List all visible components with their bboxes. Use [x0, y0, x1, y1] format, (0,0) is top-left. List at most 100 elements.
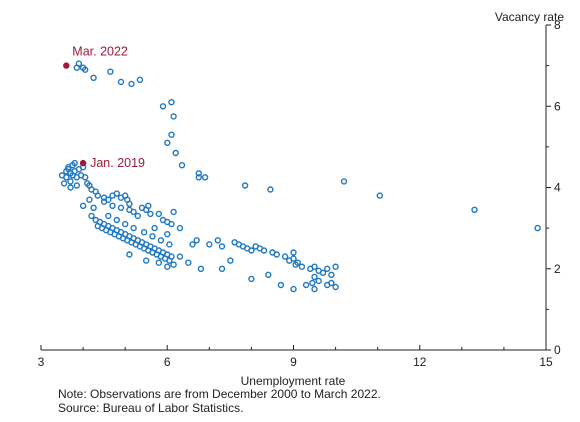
data-point: [315, 277, 322, 285]
data-point: [302, 281, 310, 289]
data-point: [90, 204, 97, 212]
data-point: [100, 198, 108, 205]
highlight-label: Mar. 2022: [72, 45, 128, 59]
data-point: [328, 279, 335, 287]
data-point: [155, 259, 163, 266]
data-point: [534, 224, 541, 232]
data-point: [273, 251, 280, 258]
data-point: [195, 170, 203, 177]
data-point: [311, 263, 318, 270]
data-point: [79, 202, 87, 210]
x-tick-label: 6: [164, 355, 171, 369]
data-point: [311, 273, 318, 281]
highlight-point: [63, 62, 70, 69]
data-point: [178, 161, 186, 169]
data-point: [189, 241, 196, 248]
data-point: [319, 269, 327, 276]
data-point: [113, 216, 121, 224]
data-point: [117, 78, 125, 86]
x-tick-label: 9: [290, 355, 297, 369]
data-point: [134, 212, 142, 220]
data-point: [121, 220, 129, 228]
data-point: [168, 220, 175, 228]
data-point: [218, 243, 226, 250]
data-point: [81, 66, 89, 73]
data-point: [294, 259, 301, 266]
data-point: [140, 228, 148, 236]
data-point: [332, 263, 339, 270]
data-point: [86, 196, 93, 203]
highlight-points: Mar. 2022 Jan. 2019: [63, 45, 145, 170]
data-point: [471, 206, 478, 214]
data-point: [157, 237, 165, 244]
data-point: [63, 174, 70, 181]
data-point: [328, 271, 335, 278]
data-point: [164, 139, 171, 147]
data-point: [193, 237, 200, 244]
data-point: [265, 271, 272, 278]
data-point: [290, 285, 297, 293]
note-text: Note: Observations are from December 200…: [58, 387, 381, 401]
x-tick-label: 12: [413, 355, 427, 369]
data-point: [218, 265, 226, 272]
data-point: [176, 253, 184, 260]
data-point: [149, 233, 156, 240]
data-point: [142, 257, 150, 264]
data-point: [170, 113, 177, 120]
data-point: [164, 263, 171, 270]
data-point: [260, 247, 268, 254]
data-point: [214, 237, 222, 244]
x-tick-label: 15: [539, 355, 553, 369]
y-tick-label: 6: [554, 99, 561, 113]
data-point: [105, 212, 112, 220]
data-point: [60, 180, 68, 187]
highlight-point: [79, 159, 87, 167]
data-point: [286, 257, 293, 264]
data-point: [107, 68, 114, 75]
data-point: [172, 149, 179, 157]
data-point: [332, 283, 339, 291]
data-points: [58, 60, 541, 293]
data-point: [130, 208, 137, 216]
data-point: [185, 259, 192, 266]
data-point: [206, 241, 213, 248]
data-point: [290, 249, 297, 256]
data-point: [176, 224, 184, 232]
source-text: Source: Bureau of Labor Statistics.: [58, 401, 244, 415]
axes: 3 6 9 12 150 2 4 6 8: [38, 18, 561, 369]
data-point: [168, 98, 175, 106]
data-point: [166, 257, 173, 264]
data-point: [166, 241, 173, 248]
data-point: [170, 261, 177, 268]
data-point: [81, 174, 89, 181]
data-point: [109, 202, 116, 210]
data-point: [227, 257, 234, 264]
data-point: [376, 192, 383, 199]
data-point: [164, 230, 171, 238]
data-point: [197, 265, 205, 272]
data-point: [69, 172, 76, 179]
x-tick-label: 3: [38, 355, 45, 369]
data-point: [241, 182, 249, 189]
y-axis-title: Vacancy rate: [495, 10, 564, 24]
data-point: [159, 103, 167, 110]
data-point: [65, 165, 72, 173]
data-point: [130, 224, 137, 232]
y-tick-label: 0: [554, 343, 561, 357]
data-point: [71, 159, 78, 167]
data-point: [73, 182, 81, 189]
data-point: [117, 204, 125, 212]
data-point: [170, 208, 177, 216]
data-point: [248, 247, 255, 254]
data-point: [168, 131, 175, 138]
data-point: [113, 190, 121, 197]
data-point: [126, 200, 133, 208]
data-point: [90, 74, 97, 82]
data-point: [126, 251, 133, 258]
data-point: [75, 60, 83, 67]
y-tick-label: 2: [554, 262, 561, 276]
data-point: [94, 192, 102, 199]
data-point: [195, 174, 203, 181]
data-point: [67, 184, 74, 191]
